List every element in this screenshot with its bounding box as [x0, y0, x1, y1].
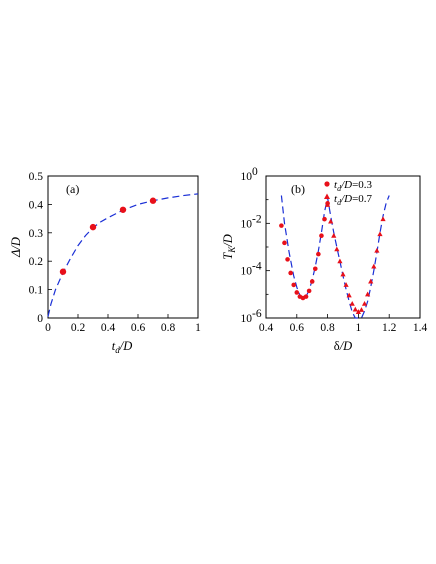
panel-a-ytick-label: 0.3: [29, 228, 44, 240]
panel-a-fit: [47, 193, 199, 317]
panel-b-point-series-1: [322, 216, 327, 222]
panel-a-ytick-label: 0.2: [29, 256, 44, 268]
panel-b-point-series-2: [371, 263, 377, 269]
panel-a-ticks: 0 0.2 0.4 0.6 0.8 1 0 0.1 0.2 0.3 0.4 0.5: [29, 171, 202, 334]
panel-b-point-series-2: [361, 300, 368, 306]
panel-b-xtick-label: 1.4: [413, 322, 428, 334]
panel-b-point-series-2: [328, 218, 334, 224]
panel-b-ytick-label: 10: [241, 266, 253, 278]
panel-b-point-series-1: [306, 288, 312, 294]
panel-b-fit-line: [280, 195, 390, 319]
panel-b-point-series-1: [319, 233, 324, 239]
panel-b-ytick-label: 10: [241, 171, 253, 183]
panel-b-point-series-1: [316, 251, 321, 257]
legend-marker-series-2: [324, 193, 330, 199]
panel-a-xtick-label: 1: [195, 322, 201, 334]
panel-b-point-series-1: [279, 223, 284, 228]
panel-b-xtick-label: 0.8: [320, 322, 335, 334]
panel-b-point-series-2: [331, 232, 337, 238]
panel-a-data-point: [149, 197, 157, 204]
panel-a-frame: [47, 175, 199, 319]
panel-b-point-series-2: [340, 271, 346, 277]
panel-b-ylabel: TK/D: [221, 234, 237, 259]
panel-b-ytick-exponent: -4: [252, 261, 262, 273]
panel-b-point-series-1: [288, 270, 293, 276]
legend-marker-series-1: [324, 181, 330, 187]
panel-a-xtick-label: 0.2: [71, 322, 86, 334]
panel-a-label: (a): [66, 182, 79, 196]
panel-a-ylabel: Δ/D: [9, 237, 23, 258]
panel-b-xtick-label: 1: [356, 322, 362, 334]
panel-b-point-series-2: [337, 258, 343, 264]
panel-b-point-series-1: [312, 266, 318, 272]
panel-a-ytick-label: 0: [37, 313, 43, 325]
panel-b-point-series-2: [325, 202, 331, 207]
panel-b-point-series-2: [349, 300, 355, 306]
panel-b-label: (b): [291, 182, 305, 196]
legend-entry-series-2: td/D=0.7: [334, 193, 373, 207]
panel-a-data-point: [89, 223, 97, 231]
panel-b-point-series-1: [291, 282, 297, 288]
panel-b-xtick-label: 0.4: [259, 322, 274, 334]
legend-entry-series-1: td/D=0.3: [334, 179, 373, 193]
panel-a-fit-line: [47, 193, 199, 317]
panel-b-ytick-exponent: 0: [252, 166, 258, 178]
panel-b-xtick-label: 1.2: [382, 322, 397, 334]
panel-b-point-series-2: [374, 247, 380, 253]
panel-b-point-series-2: [377, 231, 383, 237]
panel-a-data-point: [119, 206, 127, 213]
panel-a: 0 0.2 0.4 0.6 0.8 100.10.20.30.40.5 (a) td/D …: [9, 171, 201, 355]
panel-a-xlabel: td/D: [112, 339, 132, 355]
panel-b-point-series-1: [282, 240, 287, 246]
panel-a-points: [59, 197, 157, 275]
panel-b-point-series-2: [358, 307, 365, 312]
panel-b-point-series-2: [352, 306, 358, 312]
panel-b-xtick-label: 0.6: [290, 322, 305, 334]
panel-b-ytick-exponent: -6: [252, 308, 262, 320]
panel-a-ytick-label: 0.4: [29, 199, 44, 211]
panel-b-point-series-1: [303, 294, 309, 299]
panel-b-ytick-label: 10: [241, 218, 253, 230]
panel-b-point-series-1: [285, 257, 290, 262]
panel-a-xtick-label: 0.6: [131, 322, 146, 334]
panel-b-ytick-label: 10: [241, 313, 253, 325]
panel-a-ytick-label: 0.5: [29, 171, 44, 183]
panel-b-points: [279, 201, 386, 314]
panel-b-ytick-exponent: -2: [252, 213, 262, 225]
panel-a-xtick-label: 0.4: [101, 322, 116, 334]
panel-a-data-point: [59, 268, 67, 275]
panel-b-point-series-2: [334, 246, 340, 252]
panel-a-ytick-label: 0.1: [29, 285, 44, 297]
panel-b-legend: td/D=0.3 td/D=0.7: [324, 179, 373, 207]
panel-b-fit: [280, 195, 390, 319]
panel-b-point-series-2: [355, 309, 361, 314]
panel-b-point-series-2: [346, 292, 352, 298]
panel-a-xtick-label: 0.8: [161, 322, 176, 334]
panel-a-xtick-label: 0: [45, 322, 51, 334]
panel-b-point-series-2: [343, 282, 349, 287]
panel-b-point-series-2: [368, 278, 374, 284]
panel-b-point-series-1: [294, 290, 300, 295]
panel-b-point-series-1: [309, 279, 315, 284]
panel-b-point-series-2: [365, 291, 371, 297]
panel-b-point-series-2: [380, 216, 386, 222]
panel-b-xlabel: δ/D: [334, 339, 352, 353]
